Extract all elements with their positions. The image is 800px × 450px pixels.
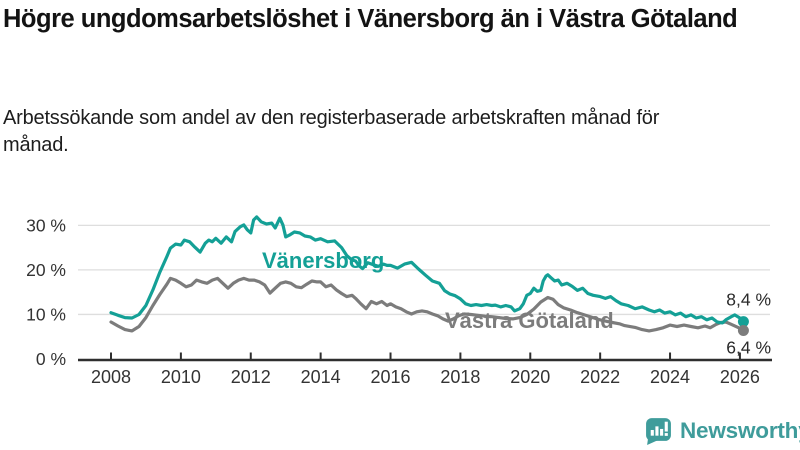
series-end-label-vanersborg: 8,4 % (726, 290, 771, 310)
y-tick-label: 20 % (26, 260, 66, 280)
x-tick-label: 2024 (650, 367, 690, 387)
chart-title: Högre ungdomsarbetslöshet i Vänersborg ä… (3, 5, 738, 33)
series-label-vanersborg: Vänersborg (262, 248, 384, 273)
series-line-vanersborg (109, 215, 746, 325)
x-tick-label: 2010 (161, 367, 201, 387)
x-tick-label: 2014 (301, 367, 341, 387)
y-tick-label: 30 % (26, 215, 66, 235)
series-line-vastra-gotaland (109, 276, 746, 333)
x-tick-label: 2022 (580, 367, 620, 387)
x-tick-label: 2020 (510, 367, 550, 387)
newsworthy-logo: Newsworthy (644, 416, 800, 445)
bar-chart-speech-bubble-icon (646, 418, 671, 445)
unemployment-line-chart: 0 % 10 % 20 % 30 % Vänersborg Västra Götaland… (26, 215, 772, 387)
series-label-vastra-gotaland: Västra Götaland (445, 308, 614, 333)
x-tick-label: 2012 (231, 367, 271, 387)
series-end-dot-vastra-gotaland (737, 324, 749, 336)
y-tick-label: 0 % (36, 349, 66, 369)
chart-subtitle: Arbetssökande som andel av den registerb… (3, 107, 660, 156)
x-tick-label: 2008 (91, 367, 131, 387)
series-end-label-vastra-gotaland: 6,4 % (726, 337, 771, 357)
x-tick-label: 2018 (440, 367, 480, 387)
brand-name: Newsworthy (680, 417, 800, 443)
y-tick-label: 10 % (26, 304, 66, 324)
x-tick-label: 2026 (720, 367, 760, 387)
x-tick-label: 2016 (370, 367, 410, 387)
series-end-dot-vanersborg (737, 316, 749, 328)
